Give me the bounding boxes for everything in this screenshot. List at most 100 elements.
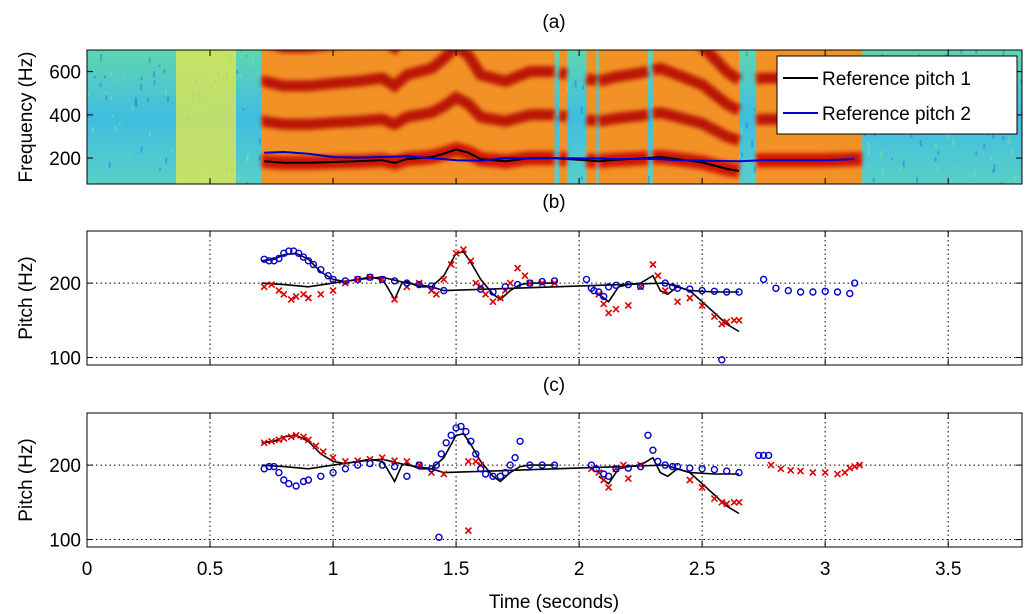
spectrogram-noise-cell [236, 70, 239, 74]
spectrogram-noise-cell [156, 153, 159, 156]
spectrogram-noise-cell [556, 109, 559, 116]
panel-b-x-marker [514, 264, 522, 272]
panel-c-x-marker [686, 476, 694, 484]
panel-b-o-marker [698, 286, 706, 295]
panel-b-o-marker [668, 283, 677, 291]
panel-a-ylabel: Frequency (Hz) [16, 52, 37, 183]
spectrogram-noise-cell [105, 95, 108, 101]
spectrogram-noise-cell [1008, 137, 1011, 144]
panel-c-reference-line [598, 456, 740, 515]
spectrogram-noise-cell [110, 96, 113, 101]
panel-c-o-marker [452, 424, 460, 432]
panel-c-o-marker [481, 470, 490, 478]
panel-c-o-marker [506, 461, 514, 469]
spectrogram-harmonic [585, 114, 598, 127]
panel-c-x-marker [292, 431, 300, 439]
panel-c-o-marker [299, 477, 308, 486]
panel-b-o-marker [612, 281, 620, 289]
panel-b-x-marker [538, 279, 546, 287]
spectrogram-noise-cell [153, 79, 156, 85]
spectrogram-noise-cell [567, 171, 570, 174]
spectrogram-harmonic [652, 107, 741, 146]
panel-c-x-marker [698, 483, 706, 492]
spectrogram-noise-cell [992, 169, 995, 173]
spectrogram-noise-cell [87, 92, 90, 97]
panel-b-o-marker [304, 257, 313, 265]
panel-b-x-marker [440, 275, 448, 283]
panel-b-x-marker [550, 279, 559, 287]
panel-c-title: (c) [543, 375, 565, 396]
panel-c-x-marker [777, 465, 785, 473]
panel-b-x-marker [299, 290, 308, 298]
panel-c-o-marker [285, 480, 293, 488]
spectrogram-noise-cell [580, 106, 583, 114]
panel-b-o-marker [582, 275, 591, 284]
panel-c-o-marker [341, 465, 350, 473]
spectrogram-noise-cell [159, 168, 162, 171]
spectrogram-harmonic [273, 50, 400, 56]
spectrogram-noise-cell [867, 150, 870, 156]
spectrogram-noise-cell [163, 69, 166, 74]
panel-c-o-marker [366, 459, 374, 468]
spectrogram-noise-cell [993, 164, 996, 172]
panel-c-x-marker [710, 495, 718, 503]
spectrogram-noise-cell [244, 55, 247, 58]
panel-b-o-marker [710, 287, 719, 295]
panel-b-o-marker [759, 275, 768, 284]
spectrogram-noise-cell [165, 157, 168, 164]
panel-b-o-marker [354, 275, 362, 284]
spectrogram-harmonic [558, 110, 568, 123]
spectrogram-noise-cell [256, 72, 259, 76]
panel-c-x-marker [723, 500, 731, 508]
panel-c-o-marker [526, 461, 534, 469]
panel-c-x-marker [280, 434, 288, 442]
spectrogram-noise-cell [246, 153, 249, 160]
panel-c-ylabel: Pitch (Hz) [16, 438, 37, 521]
panel-c-x-marker [329, 454, 337, 462]
spectrogram-noise-cell [140, 84, 143, 90]
panel-b-x-marker [624, 301, 632, 310]
panel-c-o-marker [668, 462, 677, 471]
spectrogram-harmonic [597, 65, 650, 87]
panel-b-x-marker [673, 298, 682, 306]
panel-b-o-marker [501, 283, 509, 291]
panel-c-o-marker [427, 465, 436, 473]
spectrogram-noise-cell [109, 70, 112, 77]
panel-b-x-marker [292, 292, 300, 301]
panel-c-x-marker [833, 470, 842, 478]
panel-c-x-marker [624, 474, 632, 483]
panel-c-o-marker [442, 439, 450, 447]
panel-b-x-marker [447, 260, 455, 269]
panel-b-x-marker [482, 290, 490, 298]
spectrogram-noise-cell [152, 71, 155, 78]
panel-c-o-marker [501, 468, 509, 477]
spectrogram-noise-cell [934, 157, 937, 163]
panel-b-o-marker [550, 277, 559, 285]
spectrogram-noise-cell [91, 127, 94, 134]
panel-c-o-marker [329, 468, 337, 477]
spectrogram-noise-cell [565, 85, 568, 92]
spectrogram-noise-cell [114, 125, 117, 132]
panel-b-o-marker [833, 288, 842, 296]
panel-c-o-marker [403, 472, 411, 480]
panel-c-x-marker [637, 461, 645, 469]
panel-b-o-marker [846, 289, 854, 298]
spectrogram-noise-cell [103, 75, 106, 79]
panel-c-o-marker [710, 465, 719, 474]
panel-b-x-marker [612, 305, 620, 313]
spectrogram-noise-cell [246, 182, 249, 184]
panel-c-x-marker [319, 448, 327, 456]
panel-c-o-marker [604, 472, 613, 480]
spectrogram-noise-cell [158, 64, 161, 67]
panel-a-frame [86, 49, 1023, 185]
panel-c-o-marker [415, 461, 423, 469]
x-tick-label: 1.5 [443, 559, 469, 580]
spectrogram-noise-cell [973, 169, 976, 178]
panel-b-o-marker [415, 280, 423, 289]
panel-b-o-marker [723, 288, 731, 296]
spectrogram-noise-cell [882, 169, 885, 176]
panel-c-x-marker [821, 468, 829, 477]
panel-c-o-marker [644, 431, 652, 439]
panel-b-o-marker [329, 275, 337, 284]
panel-c-data [260, 422, 864, 541]
